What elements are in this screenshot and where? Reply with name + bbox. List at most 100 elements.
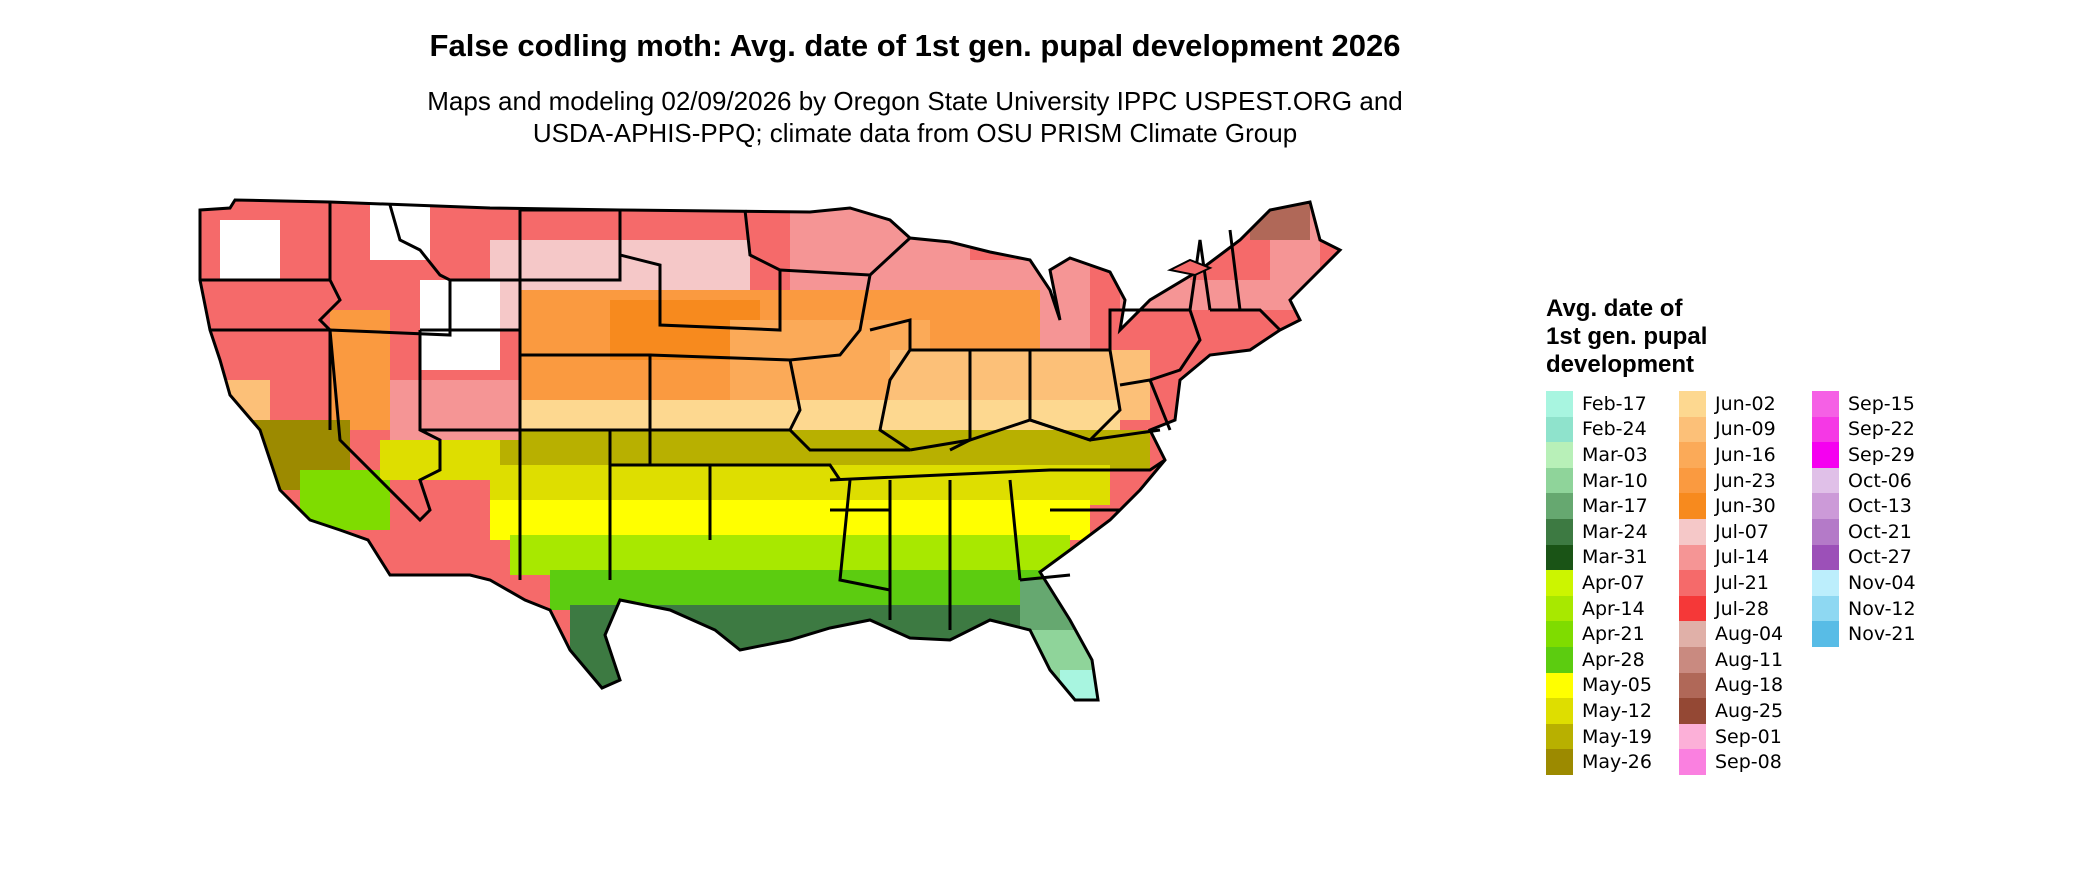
legend-swatch bbox=[1812, 442, 1839, 468]
legend-item: Jun-16 bbox=[1679, 442, 1807, 468]
legend-item: Jun-23 bbox=[1679, 467, 1807, 494]
legend-label: Aug-25 bbox=[1715, 699, 1784, 722]
legend-swatch bbox=[1812, 391, 1839, 417]
legend-swatch bbox=[1546, 595, 1573, 622]
legend-label: May-26 bbox=[1582, 751, 1652, 774]
legend-swatch bbox=[1546, 672, 1573, 699]
legend-swatch bbox=[1679, 544, 1706, 571]
legend: Avg. date of 1st gen. pupal development … bbox=[1546, 295, 2086, 775]
legend-item: Mar-03 bbox=[1546, 442, 1674, 468]
legend-label: Jul-14 bbox=[1715, 546, 1769, 569]
legend-swatch bbox=[1546, 723, 1573, 750]
legend-label: Mar-24 bbox=[1582, 520, 1648, 543]
legend-item: Jun-09 bbox=[1679, 416, 1807, 443]
legend-label: Sep-01 bbox=[1715, 725, 1782, 748]
legend-item: Apr-28 bbox=[1546, 646, 1674, 673]
legend-item: Aug-11 bbox=[1679, 646, 1807, 673]
legend-item: Jul-07 bbox=[1679, 518, 1807, 545]
legend-swatch bbox=[1679, 621, 1706, 647]
legend-item: Sep-08 bbox=[1679, 749, 1807, 775]
legend-label: Mar-17 bbox=[1582, 495, 1648, 518]
legend-item: Nov-12 bbox=[1812, 595, 1940, 622]
map-subtitle: Maps and modeling 02/09/2026 by Oregon S… bbox=[150, 85, 1680, 149]
legend-swatch bbox=[1546, 749, 1573, 775]
legend-column: Jun-02 Jun-09 Jun-16 Jun-23 Jun-30 Jul-07 Jul-… bbox=[1679, 391, 1807, 775]
legend-item: Jul-21 bbox=[1679, 570, 1807, 596]
state-boundaries bbox=[198, 198, 1343, 702]
us-map bbox=[198, 198, 1343, 702]
legend-item: Jun-30 bbox=[1679, 493, 1807, 519]
legend-label: Apr-14 bbox=[1582, 597, 1645, 620]
legend-swatch bbox=[1679, 595, 1706, 622]
legend-item: Jun-02 bbox=[1679, 391, 1807, 417]
legend-item: Oct-13 bbox=[1812, 493, 1940, 519]
legend-swatch bbox=[1812, 544, 1839, 571]
legend-label: May-12 bbox=[1582, 699, 1652, 722]
legend-swatch bbox=[1679, 493, 1706, 519]
legend-swatch bbox=[1812, 570, 1839, 596]
legend-item: May-26 bbox=[1546, 749, 1674, 775]
legend-label: Sep-08 bbox=[1715, 751, 1782, 774]
legend-column: Feb-17 Feb-24 Mar-03 Mar-10 Mar-17 Mar-24 Mar-… bbox=[1546, 391, 1674, 775]
legend-label: Aug-11 bbox=[1715, 648, 1784, 671]
legend-swatch bbox=[1679, 570, 1706, 596]
legend-swatch bbox=[1679, 698, 1706, 724]
legend-item: Mar-10 bbox=[1546, 467, 1674, 494]
legend-swatch bbox=[1546, 467, 1573, 494]
legend-item: Mar-17 bbox=[1546, 493, 1674, 519]
legend-swatch bbox=[1546, 698, 1573, 724]
legend-item: Apr-07 bbox=[1546, 570, 1674, 596]
legend-label: Apr-21 bbox=[1582, 623, 1645, 646]
legend-item: Sep-15 bbox=[1812, 391, 1940, 417]
legend-label: Oct-21 bbox=[1848, 520, 1912, 543]
legend-swatch bbox=[1546, 621, 1573, 647]
legend-item: May-05 bbox=[1546, 672, 1674, 699]
legend-title-line: Avg. date of bbox=[1546, 295, 1683, 322]
legend-title: Avg. date of 1st gen. pupal development bbox=[1546, 295, 1806, 379]
legend-swatch bbox=[1812, 416, 1839, 443]
subtitle-line-1: Maps and modeling 02/09/2026 by Oregon S… bbox=[427, 86, 1403, 116]
legend-swatch bbox=[1546, 646, 1573, 673]
legend-item: Feb-24 bbox=[1546, 416, 1674, 443]
legend-swatch bbox=[1679, 646, 1706, 673]
legend-label: Sep-15 bbox=[1848, 392, 1915, 415]
legend-label: May-19 bbox=[1582, 725, 1652, 748]
legend-swatch bbox=[1679, 749, 1706, 775]
legend-item: Mar-24 bbox=[1546, 518, 1674, 545]
map-fill bbox=[200, 200, 1340, 700]
legend-label: Feb-24 bbox=[1582, 418, 1647, 441]
legend-item: Oct-27 bbox=[1812, 544, 1940, 571]
legend-label: Jun-16 bbox=[1715, 443, 1776, 466]
title-area: False codling moth: Avg. date of 1st gen… bbox=[150, 0, 1680, 160]
legend-label: Jun-02 bbox=[1715, 392, 1776, 415]
legend-item: Apr-21 bbox=[1546, 621, 1674, 647]
legend-label: Jul-21 bbox=[1715, 571, 1769, 594]
legend-label: Aug-04 bbox=[1715, 623, 1784, 646]
legend-item: Sep-29 bbox=[1812, 442, 1940, 468]
legend-swatch bbox=[1679, 467, 1706, 494]
legend-column: Sep-15 Sep-22 Sep-29 Oct-06 Oct-13 Oct-21 Oct-… bbox=[1812, 391, 1940, 775]
legend-item: Apr-14 bbox=[1546, 595, 1674, 622]
legend-swatch bbox=[1546, 518, 1573, 545]
legend-label: Sep-29 bbox=[1848, 443, 1915, 466]
legend-title-line: development bbox=[1546, 351, 1695, 378]
legend-item: Nov-04 bbox=[1812, 570, 1940, 596]
legend-swatch bbox=[1546, 570, 1573, 596]
legend-label: Feb-17 bbox=[1582, 392, 1647, 415]
legend-item: Mar-31 bbox=[1546, 544, 1674, 571]
legend-item: May-12 bbox=[1546, 698, 1674, 724]
legend-swatch bbox=[1546, 493, 1573, 519]
legend-label: Mar-31 bbox=[1582, 546, 1648, 569]
legend-item: Feb-17 bbox=[1546, 391, 1674, 417]
legend-item: Nov-21 bbox=[1812, 621, 1940, 647]
legend-item: Jul-14 bbox=[1679, 544, 1807, 571]
legend-title-line: 1st gen. pupal bbox=[1546, 323, 1708, 350]
legend-item: May-19 bbox=[1546, 723, 1674, 750]
legend-label: Jul-07 bbox=[1715, 520, 1769, 543]
legend-label: Sep-22 bbox=[1848, 418, 1915, 441]
legend-label: Oct-06 bbox=[1848, 469, 1912, 492]
legend-label: Nov-04 bbox=[1848, 571, 1916, 594]
legend-swatch bbox=[1546, 442, 1573, 468]
legend-swatch bbox=[1812, 595, 1839, 622]
legend-label: Nov-21 bbox=[1848, 623, 1916, 646]
